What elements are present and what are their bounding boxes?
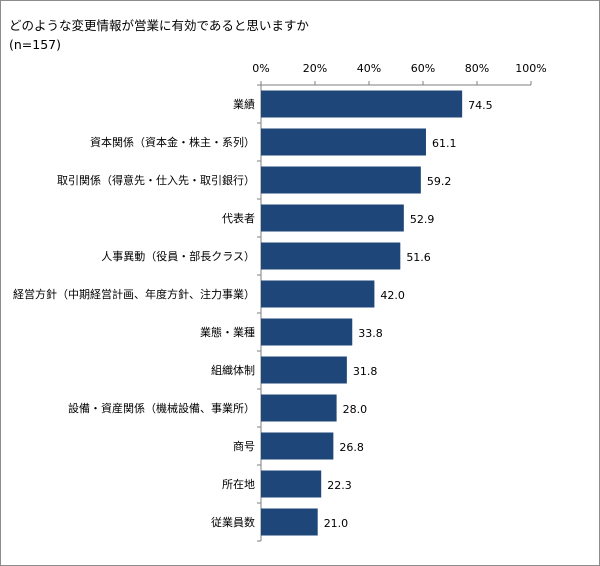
data-label: 61.1 bbox=[432, 137, 457, 150]
bar bbox=[261, 432, 334, 460]
x-tick-label: 0% bbox=[252, 62, 269, 75]
category-label: 組織体制 bbox=[211, 363, 255, 377]
data-label: 33.8 bbox=[358, 327, 383, 340]
bar bbox=[261, 280, 375, 308]
x-tick-label: 40% bbox=[357, 62, 381, 75]
bar bbox=[261, 204, 404, 232]
data-label: 52.9 bbox=[410, 213, 435, 226]
bar bbox=[261, 470, 322, 498]
category-label: 業績 bbox=[233, 97, 255, 111]
bar bbox=[261, 166, 421, 194]
data-label: 22.3 bbox=[327, 479, 352, 492]
data-label: 42.0 bbox=[380, 289, 405, 302]
x-tick-label: 100% bbox=[515, 62, 546, 75]
category-label: 経営方針（中期経営計画、年度方針、注力事業） bbox=[13, 287, 255, 301]
bar bbox=[261, 242, 401, 270]
category-label: 資本関係（資本金・株主・系列） bbox=[90, 135, 255, 149]
data-label: 51.6 bbox=[406, 251, 431, 264]
category-label: 商号 bbox=[233, 439, 255, 453]
category-label: 業態・業種 bbox=[200, 325, 255, 339]
bar bbox=[261, 90, 463, 118]
bar bbox=[261, 356, 347, 384]
bar bbox=[261, 394, 337, 422]
category-label: 設備・資産関係（機械設備、事業所） bbox=[68, 401, 255, 415]
data-label: 59.2 bbox=[427, 175, 452, 188]
data-label: 31.8 bbox=[353, 365, 378, 378]
data-label: 21.0 bbox=[324, 517, 349, 530]
category-label: 人事異動（役員・部長クラス） bbox=[101, 249, 255, 263]
chart-subtitle: (n=157) bbox=[9, 37, 62, 52]
chart-title: どのような変更情報が営業に有効であると思いますか bbox=[9, 18, 309, 33]
data-label: 26.8 bbox=[339, 441, 364, 454]
category-label: 取引関係（得意先・仕入先・取引銀行） bbox=[57, 173, 255, 187]
bar bbox=[261, 318, 353, 346]
data-label: 28.0 bbox=[343, 403, 368, 416]
category-label: 所在地 bbox=[222, 478, 255, 491]
category-label: 従業員数 bbox=[211, 516, 255, 529]
x-tick-label: 20% bbox=[303, 62, 327, 75]
x-tick-label: 60% bbox=[411, 62, 435, 75]
category-label: 代表者 bbox=[222, 211, 255, 225]
x-tick-label: 80% bbox=[465, 62, 489, 75]
bar bbox=[261, 508, 318, 536]
bar bbox=[261, 128, 426, 156]
data-label: 74.5 bbox=[468, 99, 493, 112]
